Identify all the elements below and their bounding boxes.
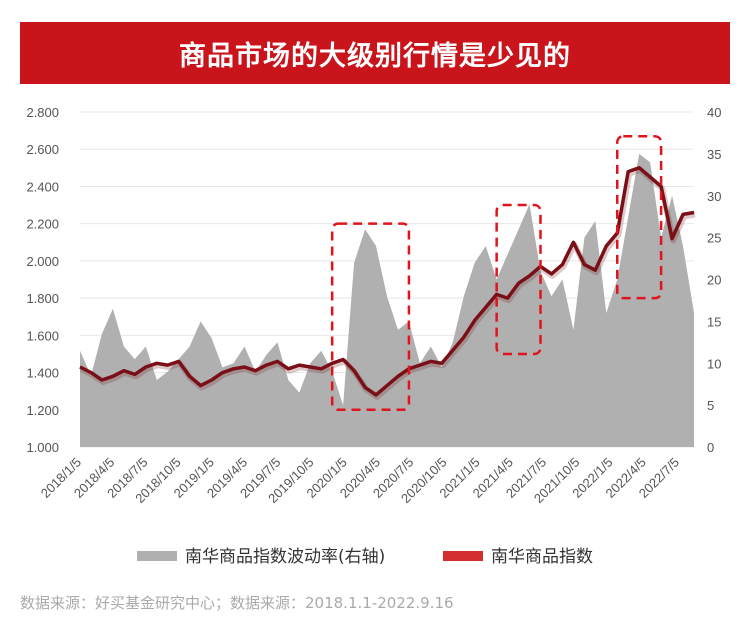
- left-tick-label: 2.200: [26, 217, 59, 232]
- right-tick-label: 0: [707, 440, 714, 455]
- right-axis-ticks: 0 5 10 15 20 25 30 35 40: [707, 105, 721, 455]
- left-tick-label: 1.000: [26, 440, 59, 455]
- legend-label-index: 南华商品指数: [491, 547, 593, 567]
- highlight-box-1: [330, 222, 411, 412]
- data-source-note: 数据来源：好买基金研究中心；数据来源：2018.1.1-2022.9.16: [20, 594, 454, 612]
- title-banner: 商品市场的大级别行情是少见的: [20, 22, 730, 84]
- right-tick-label: 40: [707, 105, 721, 120]
- left-tick-label: 1.200: [26, 403, 59, 418]
- left-tick-label: 2.600: [26, 142, 59, 157]
- highlight-box-3: [616, 134, 663, 300]
- left-axis-ticks: 1.000 1.200 1.400 1.600 1.800 2.000 2.200 2.400…: [26, 105, 59, 455]
- right-tick-label: 10: [707, 356, 721, 371]
- index-line-layer: [79, 166, 696, 400]
- highlight-box-2: [495, 203, 542, 356]
- legend: 南华商品指数波动率(右轴) 南华商品指数: [137, 547, 593, 567]
- legend-label-volatility: 南华商品指数波动率(右轴): [185, 547, 385, 567]
- volatility-area: [80, 153, 694, 447]
- right-tick-label: 20: [707, 273, 721, 288]
- right-tick-label: 15: [707, 314, 721, 329]
- index-line: [79, 166, 695, 397]
- page-title: 商品市场的大级别行情是少见的: [179, 40, 571, 72]
- left-tick-label: 1.800: [26, 291, 59, 306]
- left-tick-label: 2.400: [26, 179, 59, 194]
- left-tick-label: 1.600: [26, 328, 59, 343]
- volatility-area-layer: [80, 153, 694, 447]
- right-tick-label: 35: [707, 147, 721, 162]
- left-tick-label: 1.400: [26, 366, 59, 381]
- legend-swatch-volatility: [137, 551, 177, 561]
- right-tick-label: 30: [707, 189, 721, 204]
- x-axis-ticks: 2018/1/52018/4/52018/7/52018/10/52019/1/…: [38, 455, 682, 507]
- right-tick-label: 5: [707, 398, 714, 413]
- left-tick-label: 2.000: [26, 254, 59, 269]
- highlight-boxes: [330, 134, 663, 412]
- legend-swatch-index: [443, 551, 483, 561]
- left-tick-label: 2.800: [26, 105, 59, 120]
- right-tick-label: 25: [707, 231, 721, 246]
